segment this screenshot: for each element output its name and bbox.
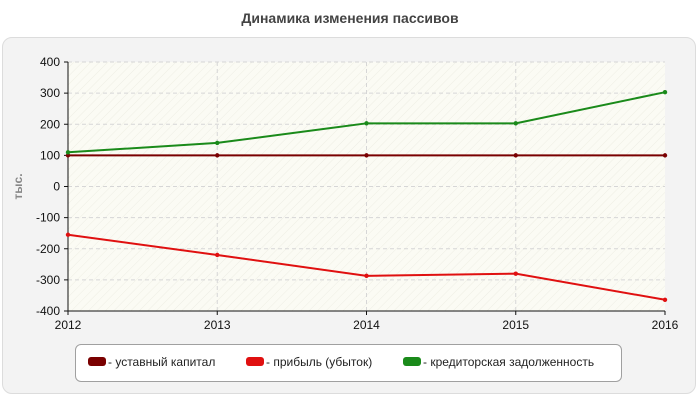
legend-item-capital: - уставный капитал	[88, 354, 215, 370]
data-point-2-3	[513, 121, 518, 126]
data-point-2-1	[215, 140, 220, 146]
chart-legend: - уставный капитал - прибыль (убыток) - …	[75, 344, 622, 382]
x-tick-label: 2012	[55, 318, 82, 332]
x-tick-label: 2013	[204, 318, 231, 332]
x-tick-label: 2015	[502, 318, 529, 332]
y-tick-label: -100	[36, 211, 60, 225]
data-point-1-1	[215, 252, 220, 258]
chart-title: Динамика изменения пассивов	[241, 10, 459, 26]
y-axis-label: тыс.	[11, 173, 25, 199]
data-point-1-4	[662, 297, 668, 302]
data-point-2-2	[364, 121, 369, 126]
y-tick-label: -400	[36, 304, 60, 318]
data-point-0-4	[662, 153, 668, 158]
data-point-0-3	[513, 153, 518, 158]
legend-swatch-capital	[88, 357, 106, 367]
legend-swatch-profit	[246, 357, 264, 367]
x-tick-label: 2014	[353, 318, 380, 332]
legend-label-profit: - прибыль (убыток)	[266, 355, 373, 369]
legend-label-capital: - уставный капитал	[108, 355, 216, 369]
data-point-0-1	[215, 153, 220, 158]
legend-item-profit: - прибыль (убыток)	[246, 354, 372, 370]
legend-item-payables: - кредиторская задолженность	[403, 354, 594, 370]
data-point-1-3	[513, 271, 518, 276]
y-tick-label: 100	[40, 148, 60, 162]
y-tick-label: 300	[40, 86, 60, 100]
y-tick-label: 400	[40, 55, 60, 69]
y-tick-label: 200	[40, 117, 60, 131]
y-tick-label: -300	[36, 273, 60, 287]
data-point-1-2	[364, 273, 369, 279]
legend-label-payables: - кредиторская задолженность	[423, 355, 595, 369]
data-point-2-4	[662, 89, 668, 95]
data-point-0-0	[65, 153, 71, 158]
y-tick-label: -200	[36, 242, 60, 256]
legend-swatch-payables	[403, 357, 421, 367]
x-tick-label: 2016	[652, 318, 679, 332]
data-point-1-0	[65, 232, 71, 237]
data-point-2-0	[65, 150, 71, 155]
y-tick-label: 0	[53, 180, 60, 194]
data-point-0-2	[364, 153, 369, 158]
